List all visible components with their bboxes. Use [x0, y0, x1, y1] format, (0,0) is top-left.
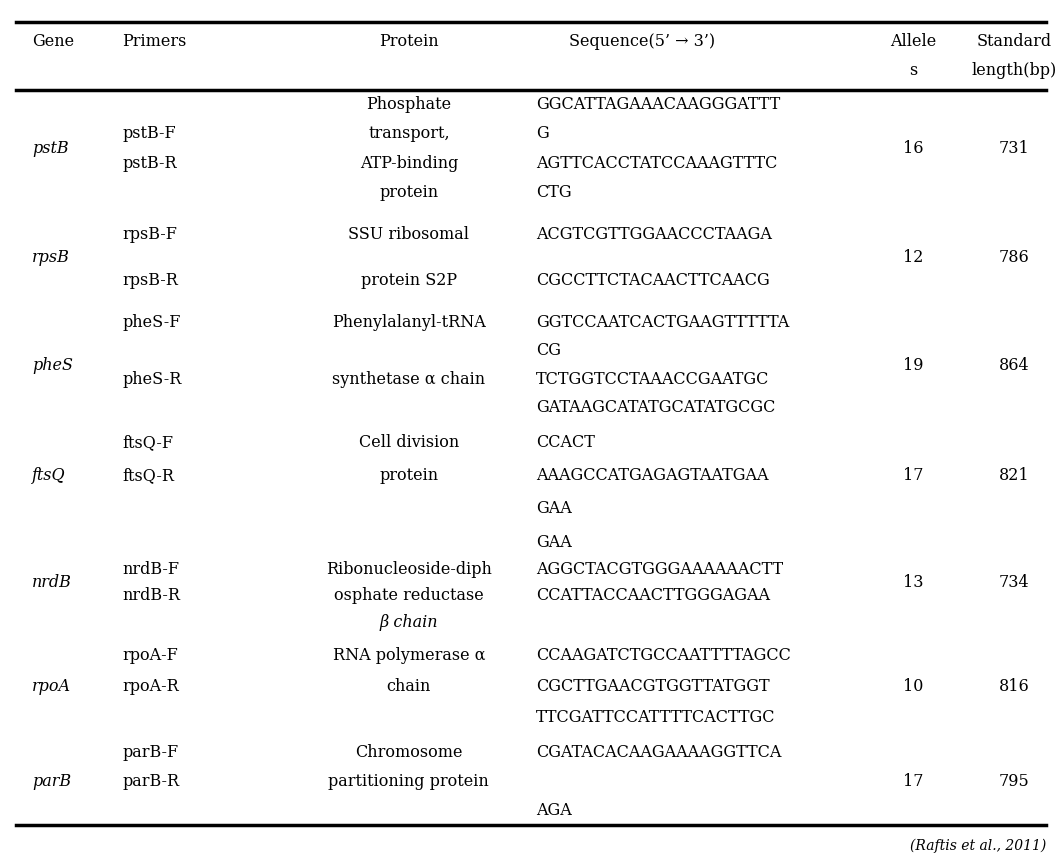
Text: pheS-R: pheS-R [122, 371, 182, 387]
Text: nrdB-F: nrdB-F [122, 561, 179, 578]
Text: CGATACACAAGAAAAGGTTCA: CGATACACAAGAAAAGGTTCA [536, 744, 782, 761]
Text: 864: 864 [999, 356, 1029, 374]
Text: rpoA: rpoA [32, 678, 71, 695]
Text: partitioning protein: partitioning protein [328, 773, 490, 790]
Text: 731: 731 [999, 140, 1029, 157]
Text: SSU ribosomal: SSU ribosomal [348, 226, 469, 243]
Text: 786: 786 [999, 249, 1029, 266]
Text: Phenylalanyl-tRNA: Phenylalanyl-tRNA [332, 314, 485, 331]
Text: pheS-F: pheS-F [122, 314, 181, 331]
Text: CTG: CTG [536, 183, 572, 201]
Text: 821: 821 [999, 468, 1029, 484]
Text: osphate reductase: osphate reductase [333, 587, 484, 604]
Text: parB-R: parB-R [122, 773, 179, 790]
Text: chain: chain [387, 678, 431, 695]
Text: parB-F: parB-F [122, 744, 178, 761]
Text: Sequence(5’ → 3’): Sequence(5’ → 3’) [569, 33, 716, 50]
Text: nrdB-R: nrdB-R [122, 587, 181, 604]
Text: GGTCCAATCACTGAAGTTTTTA: GGTCCAATCACTGAAGTTTTTA [536, 314, 789, 331]
Text: 734: 734 [999, 574, 1029, 591]
Text: AGGCTACGTGGGAAAAAACTT: AGGCTACGTGGGAAAAAACTT [536, 561, 784, 578]
Text: CGCTTGAACGTGGTTATGGT: CGCTTGAACGTGGTTATGGT [536, 678, 770, 695]
Text: rpsB: rpsB [32, 249, 70, 266]
Text: 19: 19 [903, 356, 924, 374]
Text: CCACT: CCACT [536, 434, 595, 451]
Text: ATP-binding: ATP-binding [360, 155, 458, 171]
Text: rpsB-R: rpsB-R [122, 272, 178, 289]
Text: GGCATTAGAAACAAGGGATTT: GGCATTAGAAACAAGGGATTT [536, 96, 781, 114]
Text: transport,: transport, [369, 126, 449, 142]
Text: ftsQ: ftsQ [32, 468, 66, 484]
Text: protein S2P: protein S2P [361, 272, 457, 289]
Text: pstB-F: pstB-F [122, 126, 175, 142]
Text: 12: 12 [903, 249, 924, 266]
Text: GAA: GAA [536, 500, 572, 517]
Text: s: s [909, 62, 918, 79]
Text: Ribonucleoside-diph: Ribonucleoside-diph [326, 561, 492, 578]
Text: 795: 795 [999, 773, 1029, 790]
Text: GAA: GAA [536, 535, 572, 551]
Text: GATAAGCATATGCATATGCGC: GATAAGCATATGCATATGCGC [536, 400, 775, 416]
Text: ACGTCGTTGGAACCCTAAGA: ACGTCGTTGGAACCCTAAGA [536, 226, 772, 243]
Text: parB: parB [32, 773, 71, 790]
Text: 17: 17 [903, 773, 924, 790]
Text: rpsB-F: rpsB-F [122, 226, 177, 243]
Text: protein: protein [379, 183, 439, 201]
Text: Protein: Protein [379, 33, 439, 50]
Text: (Raftis et al., 2011): (Raftis et al., 2011) [910, 839, 1046, 852]
Text: Primers: Primers [122, 33, 187, 50]
Text: RNA polymerase α: RNA polymerase α [332, 647, 485, 664]
Text: 10: 10 [903, 678, 924, 695]
Text: CG: CG [536, 343, 562, 359]
Text: Phosphate: Phosphate [366, 96, 451, 114]
Text: ftsQ-R: ftsQ-R [122, 468, 174, 484]
Text: Cell division: Cell division [359, 434, 459, 451]
Text: 13: 13 [903, 574, 924, 591]
Text: CCATTACCAACTTGGGAGAA: CCATTACCAACTTGGGAGAA [536, 587, 770, 604]
Text: CGCCTTCTACAACTTCAACG: CGCCTTCTACAACTTCAACG [536, 272, 770, 289]
Text: pstB: pstB [32, 140, 68, 157]
Text: TTCGATTCCATTTTCACTTGC: TTCGATTCCATTTTCACTTGC [536, 709, 776, 727]
Text: ftsQ-F: ftsQ-F [122, 434, 173, 451]
Text: synthetase α chain: synthetase α chain [332, 371, 485, 387]
Text: pheS: pheS [32, 356, 73, 374]
Text: β chain: β chain [379, 614, 439, 630]
Text: Gene: Gene [32, 33, 74, 50]
Text: protein: protein [379, 468, 439, 484]
Text: AGA: AGA [536, 802, 572, 819]
Text: Allele: Allele [890, 33, 937, 50]
Text: AGTTCACCTATCCAAAGTTTC: AGTTCACCTATCCAAAGTTTC [536, 155, 777, 171]
Text: rpoA-F: rpoA-F [122, 647, 177, 664]
Text: G: G [536, 126, 549, 142]
Text: CCAAGATCTGCCAATTTTAGCC: CCAAGATCTGCCAATTTTAGCC [536, 647, 791, 664]
Text: length(bp): length(bp) [972, 62, 1057, 79]
Text: Standard: Standard [977, 33, 1051, 50]
Text: Chromosome: Chromosome [355, 744, 463, 761]
Text: rpoA-R: rpoA-R [122, 678, 178, 695]
Text: TCTGGTCCTAAACCGAATGC: TCTGGTCCTAAACCGAATGC [536, 371, 770, 387]
Text: AAAGCCATGAGAGTAATGAA: AAAGCCATGAGAGTAATGAA [536, 468, 769, 484]
Text: pstB-R: pstB-R [122, 155, 176, 171]
Text: 16: 16 [903, 140, 924, 157]
Text: 816: 816 [999, 678, 1029, 695]
Text: 17: 17 [903, 468, 924, 484]
Text: nrdB: nrdB [32, 574, 72, 591]
